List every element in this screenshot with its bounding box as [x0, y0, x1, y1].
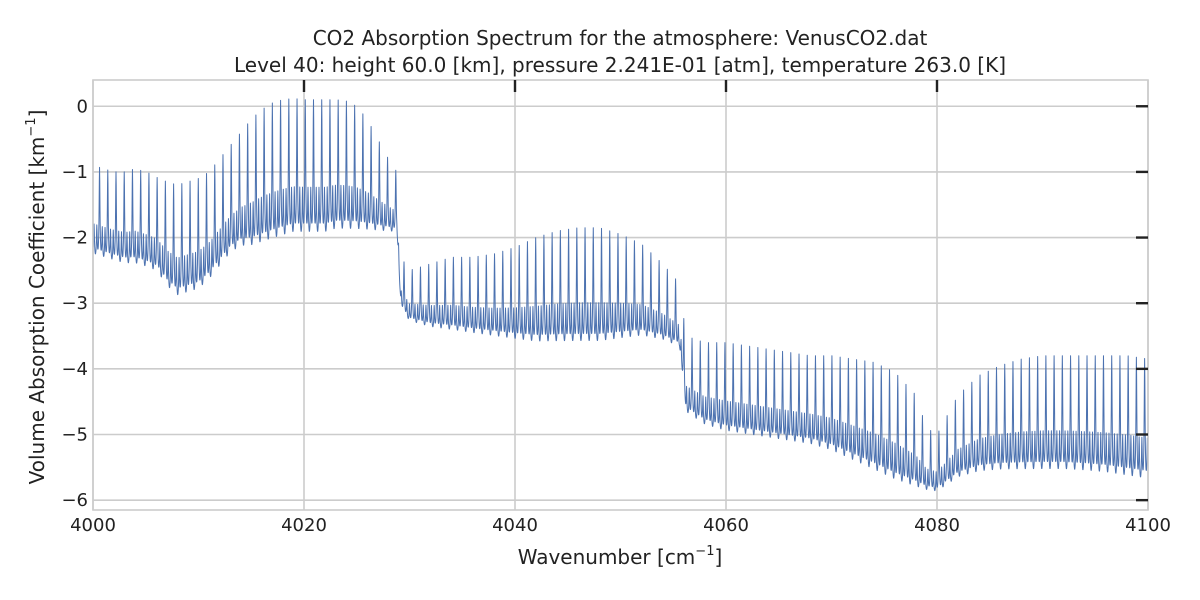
- x-tick-label: 4020: [281, 515, 327, 536]
- chart-subtitle: Level 40: height 60.0 [km], pressure 2.2…: [234, 53, 1006, 77]
- x-tick-label: 4080: [914, 515, 960, 536]
- tick-marks: [302, 80, 1148, 502]
- y-axis-label-text: Volume Absorption Coefficient [km: [25, 137, 49, 485]
- x-tick-label: 4100: [1125, 515, 1171, 536]
- x-tick-labels: 4000 4020 4040 4060 4080 4100: [70, 515, 1171, 536]
- plot-background: [93, 80, 1148, 510]
- chart-title: CO2 Absorption Spectrum for the atmosphe…: [313, 26, 928, 50]
- plot-area: [92, 79, 1149, 511]
- y-tick-label: −5: [61, 425, 88, 446]
- x-axis-label-end: ]: [714, 545, 722, 569]
- y-axis-label-exponent: −1: [24, 117, 39, 136]
- y-axis-label: Volume Absorption Coefficient [km−1]: [24, 110, 49, 485]
- y-tick-label: −1: [61, 162, 88, 183]
- x-axis-label: Wavenumber [cm−1]: [518, 544, 723, 569]
- y-tick-label: −3: [61, 293, 88, 314]
- x-tick-label: 4000: [70, 515, 116, 536]
- plot-frame: [92, 79, 1149, 511]
- x-tick-label: 4040: [492, 515, 538, 536]
- x-tick-label: 4060: [703, 515, 749, 536]
- y-axis-label-end: ]: [25, 110, 49, 118]
- y-tick-label: −2: [61, 228, 88, 249]
- y-tick-label: −6: [61, 490, 88, 511]
- y-tick-labels: 0 −1 −2 −3 −4 −5 −6: [61, 96, 88, 511]
- x-axis-label-exponent: −1: [695, 544, 714, 559]
- spectrum-line: [92, 98, 1149, 492]
- series-group: [92, 98, 1149, 492]
- y-tick-label: 0: [77, 96, 88, 117]
- x-axis-label-text: Wavenumber [cm: [518, 545, 696, 569]
- y-tick-label: −4: [61, 359, 88, 380]
